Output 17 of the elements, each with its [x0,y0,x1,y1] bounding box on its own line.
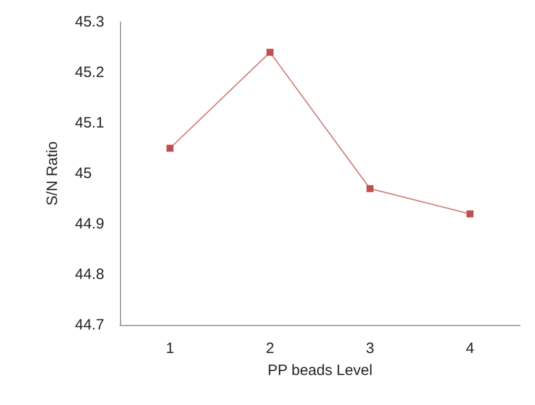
y-axis-title: S/N Ratio [44,141,61,206]
x-tick-label: 3 [366,340,374,357]
y-tick-label: 45.3 [75,14,104,30]
y-tick-label: 45 [75,165,92,182]
y-tick-label: 44.9 [75,216,104,232]
y-tick-label: 44.7 [75,316,104,334]
point [266,48,274,56]
point [366,185,374,192]
y-tick-label: 44.8 [75,266,104,283]
x-axis-title: PP beads Level [268,362,372,379]
y-tick-label: 45.1 [75,114,104,132]
x-tick-label: 1 [166,340,174,357]
x-tick-label: 4 [466,340,474,357]
x-tick-label: 2 [266,340,274,357]
point [166,144,174,152]
point [466,210,474,218]
y-tick-label: 45.2 [75,64,104,81]
